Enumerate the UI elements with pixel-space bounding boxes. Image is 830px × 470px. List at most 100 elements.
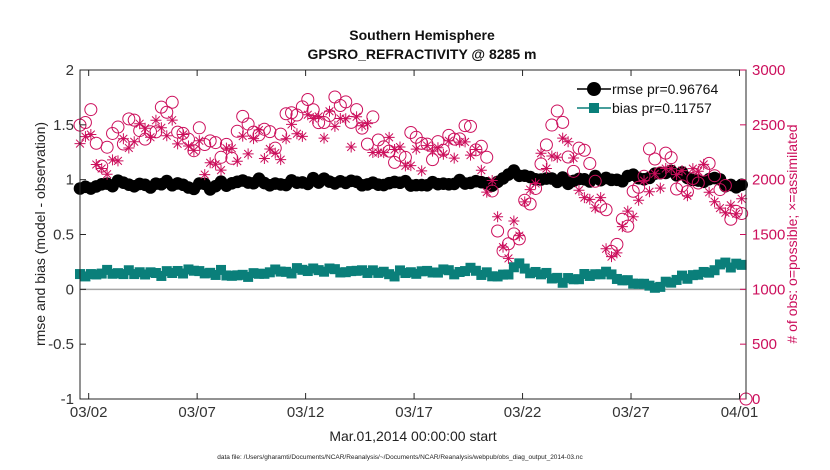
series-1-point-115 — [698, 266, 709, 277]
series-2-point-7 — [111, 120, 125, 134]
series-3-point-61 — [405, 160, 417, 172]
series-1-point-31 — [243, 271, 254, 282]
series-2-point-16 — [160, 105, 174, 119]
series-1-point-113 — [687, 270, 698, 281]
series-1-point-100 — [617, 275, 628, 286]
series-3-point-113 — [687, 163, 699, 175]
series-2-point-79 — [501, 237, 515, 251]
x-tick-label-5: 03/27 — [612, 404, 650, 421]
series-3-point-65 — [427, 145, 439, 157]
series-3-point-42 — [302, 109, 314, 121]
series-3-point-18 — [172, 138, 184, 150]
series-2-point-97 — [599, 203, 613, 217]
series-3-point-14 — [150, 114, 162, 126]
series-1-point-81 — [514, 258, 525, 269]
series-3-point-56 — [378, 147, 390, 159]
series-2-point-42 — [301, 93, 315, 107]
series-1-point-57 — [384, 269, 395, 280]
series-2-point-1 — [78, 115, 92, 129]
legend-rmse-label: rmse pr=0.96764 — [612, 81, 718, 97]
series-3-point-94 — [584, 193, 596, 205]
series-1-point-65 — [427, 267, 438, 278]
series-1-point-4 — [96, 268, 107, 279]
series-3-point-107 — [654, 182, 666, 194]
series-3-point-71 — [459, 136, 471, 148]
series-1-point-5 — [102, 264, 113, 275]
series-3-point-6 — [107, 154, 119, 166]
series-2-point-15 — [154, 100, 168, 114]
series-3-point-75 — [481, 186, 493, 198]
legend-bias-marker — [589, 103, 599, 113]
series-3-point-34 — [258, 153, 270, 165]
series-1-point-49 — [340, 267, 351, 278]
series-3-point-77 — [492, 211, 504, 223]
series-1-point-70 — [454, 266, 465, 277]
series-3-point-49 — [340, 113, 352, 125]
series-3-point-39 — [286, 118, 298, 130]
series-1-point-90 — [563, 273, 574, 284]
legend-rmse-marker — [587, 82, 601, 96]
series-1-point-82 — [519, 263, 530, 274]
series-1-point-120 — [725, 262, 736, 273]
series-1-point-84 — [530, 266, 541, 277]
series-1-point-121 — [731, 258, 742, 269]
series-3-point-88 — [551, 151, 563, 163]
series-3-point-97 — [600, 243, 612, 255]
series-3-point-115 — [698, 158, 710, 170]
series-1-point-119 — [720, 257, 731, 268]
series-2-point-49 — [339, 95, 353, 109]
series-3-point-110 — [671, 169, 683, 181]
series-3-point-44 — [313, 110, 325, 122]
y-left-tick-label-1: -0.5 — [48, 336, 74, 353]
series-1-point-26 — [216, 264, 227, 275]
series-2-point-80 — [507, 227, 521, 241]
series-2-point-114 — [691, 176, 705, 190]
series-0-group — [73, 164, 748, 196]
series-3-point-122 — [736, 193, 748, 205]
series-3-point-91 — [568, 152, 580, 164]
series-3-point-78 — [497, 241, 509, 253]
series-1-point-102 — [628, 278, 639, 289]
series-3-point-101 — [622, 205, 634, 217]
series-3-point-72 — [464, 149, 476, 161]
series-3-point-64 — [421, 140, 433, 152]
series-3-point-106 — [649, 168, 661, 180]
series-2-point-2 — [84, 103, 98, 117]
chart-subtitle: GPSRO_REFRACTIVITY @ 8285 m — [308, 46, 537, 62]
series-3-point-47 — [329, 120, 341, 132]
series-1-point-13 — [145, 267, 156, 278]
series-3-point-15 — [155, 122, 167, 134]
series-3-point-82 — [519, 196, 531, 208]
series-3-point-90 — [562, 136, 574, 148]
series-3-point-118 — [714, 202, 726, 214]
series-1-point-22 — [194, 266, 205, 277]
series-1-point-40 — [291, 263, 302, 274]
footer-data-file: data file: /Users/gharamti/Documents/NCA… — [217, 454, 583, 461]
series-3-point-57 — [383, 131, 395, 143]
x-tick-label-0: 03/02 — [70, 404, 108, 421]
series-1-point-8 — [118, 269, 129, 280]
series-1-point-52 — [357, 265, 368, 276]
y-right-tick-label-6: 3000 — [752, 62, 785, 79]
series-1-point-10 — [129, 269, 140, 280]
series-2-point-21 — [187, 144, 201, 158]
series-1-point-78 — [498, 269, 509, 280]
series-2-point-119 — [718, 178, 732, 192]
y-left-tick-label-4: 1 — [66, 172, 74, 189]
series-2-point-103 — [632, 180, 646, 194]
series-3-point-50 — [345, 141, 357, 153]
series-3-point-104 — [638, 175, 650, 187]
series-1-point-50 — [346, 266, 357, 277]
series-3-point-1 — [79, 131, 91, 143]
series-3-point-10 — [128, 136, 140, 148]
series-1-point-85 — [535, 269, 546, 280]
series-3-point-84 — [530, 178, 542, 190]
series-1-point-55 — [373, 267, 384, 278]
series-3-point-41 — [296, 130, 308, 142]
y-right-tick-label-5: 2500 — [752, 117, 785, 134]
series-1-point-60 — [400, 268, 411, 279]
series-1-point-114 — [693, 269, 704, 280]
series-1-point-89 — [557, 277, 568, 288]
series-1-point-99 — [611, 273, 622, 284]
series-1-point-118 — [714, 259, 725, 270]
